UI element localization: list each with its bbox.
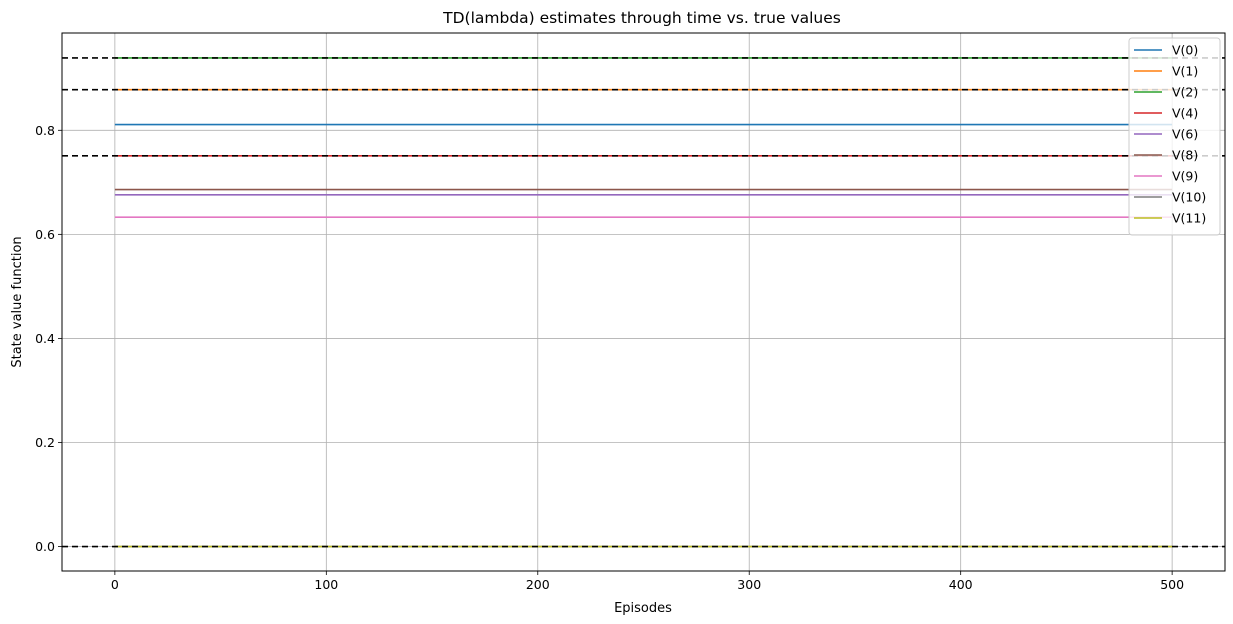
x-tick-label: 0 xyxy=(111,577,119,592)
y-tick-label: 0.2 xyxy=(35,435,55,450)
chart-title: TD(lambda) estimates through time vs. tr… xyxy=(442,9,841,27)
x-tick-label: 500 xyxy=(1160,577,1184,592)
true-value-lines xyxy=(62,57,1225,548)
x-tick-label: 200 xyxy=(526,577,550,592)
legend-label: V(0) xyxy=(1172,43,1198,58)
y-axis-label: State value function xyxy=(10,236,25,367)
legend-label: V(10) xyxy=(1172,190,1206,205)
legend-label: V(2) xyxy=(1172,85,1198,100)
x-tick-label: 300 xyxy=(737,577,761,592)
legend-label: V(9) xyxy=(1172,169,1198,184)
legend-label: V(11) xyxy=(1172,211,1206,226)
x-tick-label: 400 xyxy=(949,577,973,592)
y-tick-label: 0.8 xyxy=(35,123,55,138)
legend-label: V(8) xyxy=(1172,148,1198,163)
legend-label: V(4) xyxy=(1172,106,1198,121)
legend-box xyxy=(1128,37,1221,236)
axis-ticks: 0 100 200 300 400 500 0.0 0.2 0.4 0.6 0.8 xyxy=(35,123,1184,592)
legend: V(0) V(1) V(2) V(4) V(6) V(8) V(9) V(10) V(11) xyxy=(1128,37,1221,236)
y-tick-label: 0.6 xyxy=(35,227,55,242)
y-tick-label: 0.4 xyxy=(35,331,55,346)
legend-label: V(6) xyxy=(1172,127,1198,142)
legend-label: V(1) xyxy=(1172,64,1198,79)
x-axis-label: Episodes xyxy=(614,601,672,616)
plot-frame xyxy=(61,32,1226,572)
x-tick-label: 100 xyxy=(314,577,338,592)
y-tick-label: 0.0 xyxy=(35,539,55,554)
